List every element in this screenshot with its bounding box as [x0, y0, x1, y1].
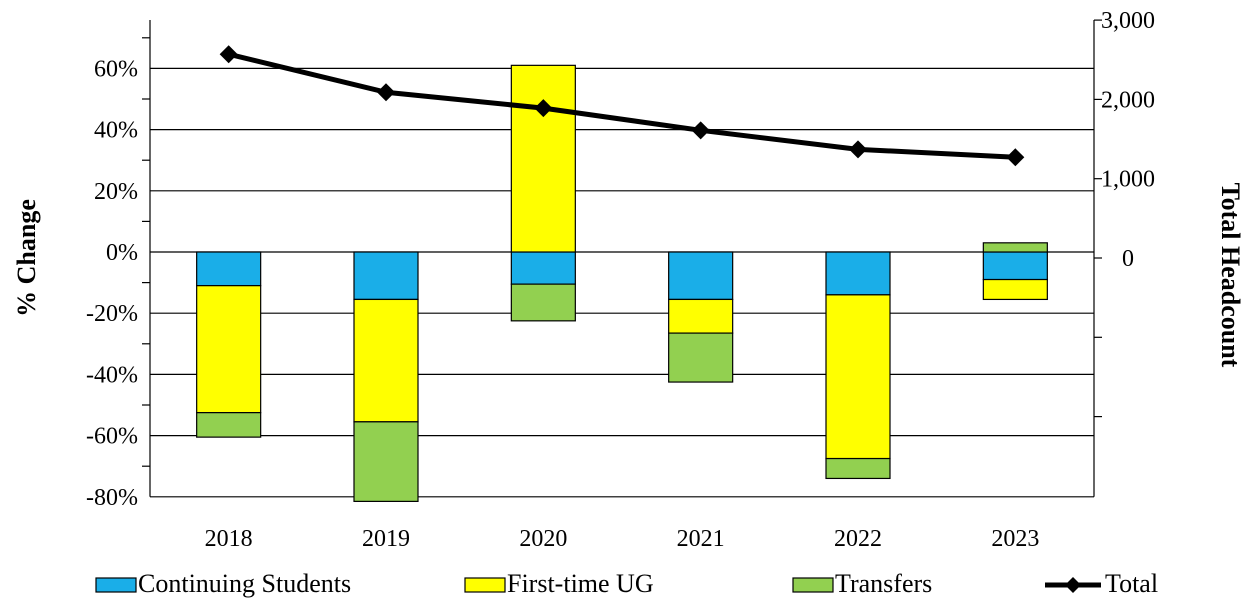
bar-first-time-ug-2019	[353, 298, 419, 423]
bar-continuing-students-2019	[353, 251, 419, 301]
total-point-2019	[377, 83, 395, 102]
bar-continuing-students-2020	[510, 251, 576, 285]
bar-continuing-students-2018	[196, 251, 262, 287]
bar-first-time-ug-2018	[196, 285, 262, 414]
legend-label-first-time-ug: First-time UG	[507, 569, 654, 598]
x-tick-label: 2020	[519, 526, 567, 552]
left-tick-label: 40%	[94, 118, 138, 144]
left-tick-label: 60%	[94, 56, 138, 82]
legend-marker-total	[1065, 577, 1081, 593]
x-tick-label: 2023	[991, 526, 1039, 552]
bar-continuing-students-2023	[982, 251, 1048, 281]
x-tick-labels: 2018 2019 2020 2021 2022 2023	[205, 526, 1040, 552]
left-tick-label: -80%	[86, 485, 138, 511]
total-point-2023	[1006, 148, 1025, 167]
left-tick-label: 20%	[94, 179, 138, 205]
total-point-2021	[691, 121, 710, 140]
bar-transfers-2023	[982, 242, 1048, 253]
total-line	[219, 45, 1025, 167]
y-axis-title-left: % Change	[12, 199, 41, 317]
y-axis-title-right: Total Headcount	[1216, 183, 1245, 368]
x-tick-label: 2022	[834, 526, 882, 552]
right-tick-label: 0	[1122, 246, 1134, 272]
legend-swatch-continuing-students	[95, 577, 137, 593]
bar-transfers-2018	[196, 412, 262, 438]
total-point-2018	[219, 45, 238, 64]
gridlines	[150, 67, 1094, 498]
axes	[142, 19, 1102, 497]
bar-first-time-ug-2020	[510, 64, 576, 253]
bar-first-time-ug-2022	[825, 294, 891, 460]
x-tick-label: 2018	[205, 526, 253, 552]
bar-first-time-ug-2021	[668, 298, 734, 334]
bar-continuing-students-2022	[825, 251, 891, 296]
left-tick-label: -40%	[86, 362, 138, 388]
left-tick-label: -20%	[86, 301, 138, 327]
right-tick-labels: 3,000 2,000 1,000 0	[1101, 8, 1155, 272]
right-tick-label: 1,000	[1101, 167, 1155, 193]
total-point-2020	[534, 99, 553, 118]
legend-swatch-transfers	[792, 577, 834, 593]
total-line-path	[228, 51, 1016, 160]
total-point-2022	[849, 140, 867, 159]
legend-swatch-first-time-ug	[464, 577, 506, 593]
x-tick-label: 2021	[677, 526, 725, 552]
bar-first-time-ug-2023	[982, 278, 1048, 301]
legend-label-transfers: Transfers	[835, 569, 932, 598]
legend-label-continuing-students: Continuing Students	[138, 569, 351, 598]
legend-label-total: Total	[1105, 569, 1158, 598]
bar-transfers-2022	[825, 457, 891, 480]
bar-transfers-2020	[510, 283, 576, 322]
left-tick-labels: 60% 40% 20% 0% -20% -40% -60% -80%	[86, 56, 138, 510]
left-tick-label: 0%	[106, 240, 138, 266]
right-tick-label: 3,000	[1101, 8, 1155, 34]
left-tick-label: -60%	[86, 424, 138, 450]
bar-continuing-students-2021	[668, 251, 734, 301]
bars	[196, 64, 1048, 502]
bar-transfers-2019	[353, 421, 419, 502]
legend: Continuing Students First-time UG Transfer…	[95, 569, 1158, 598]
x-tick-label: 2019	[362, 526, 410, 552]
bar-transfers-2021	[668, 332, 734, 383]
right-tick-label: 2,000	[1101, 87, 1155, 113]
